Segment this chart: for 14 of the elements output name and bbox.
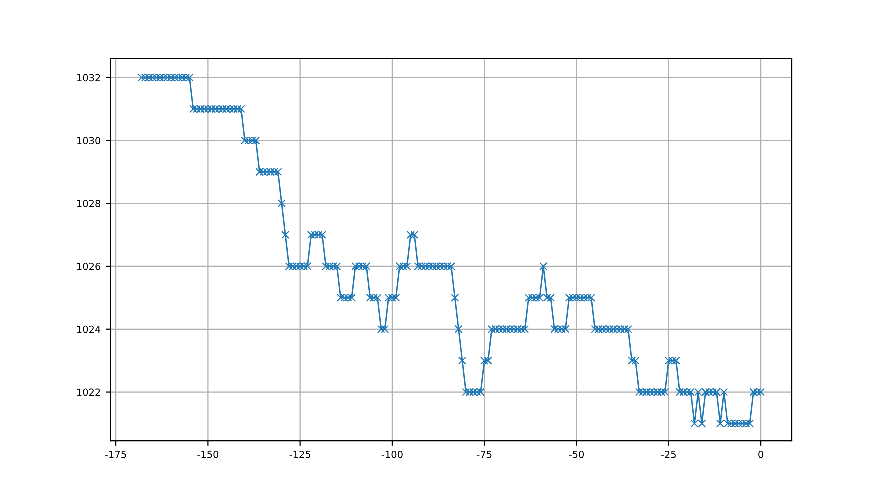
x-tick-label: -125 <box>290 450 311 458</box>
y-tick-label: 1024 <box>77 326 101 334</box>
x-tick-label: -150 <box>198 450 219 458</box>
x-tick-label: 0 <box>758 450 764 458</box>
y-tick-label: 1022 <box>77 388 100 396</box>
y-tick-label: 1026 <box>77 262 101 270</box>
x-tick-label: -25 <box>661 450 676 458</box>
x-tick-label: -75 <box>477 451 492 458</box>
y-tick-label: 1032 <box>77 74 100 82</box>
x-tick-label: -50 <box>569 450 584 458</box>
y-tick-label: 1028 <box>77 200 100 208</box>
x-tick-label: -100 <box>382 450 403 458</box>
y-tick-label: 1030 <box>77 137 101 145</box>
x-tick-label: -175 <box>105 451 126 458</box>
